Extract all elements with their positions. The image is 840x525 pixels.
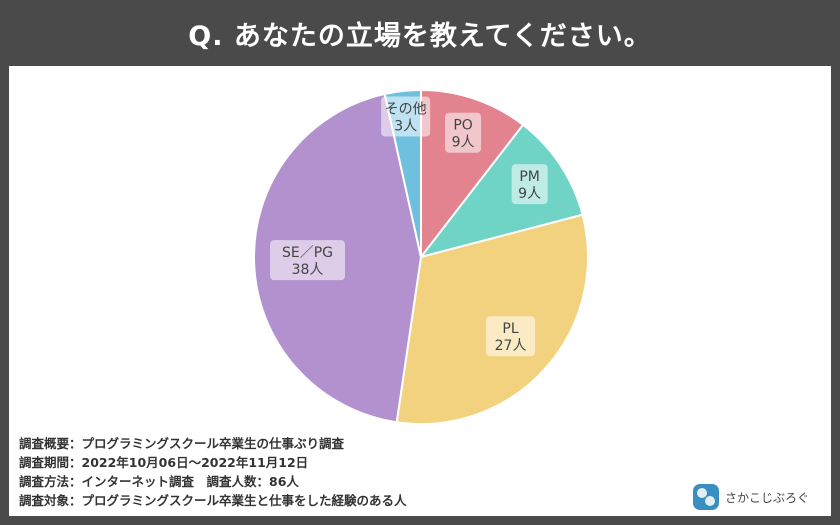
survey-overview: 調査概要：プログラミングスクール卒業生の仕事ぶり調査 — [19, 436, 345, 451]
survey-notes: 調査概要：プログラミングスクール卒業生の仕事ぶり調査 調査期間：2022年10月… — [19, 434, 407, 510]
slice-category-label: PM — [519, 169, 540, 185]
slice-value-label: 9人 — [518, 186, 541, 202]
slice-label-box — [486, 316, 536, 357]
survey-method: 調査方法：インターネット調査 調査人数：86人 — [19, 474, 299, 489]
slice-category-label: PL — [502, 321, 518, 337]
survey-target: 調査対象：プログラミングスクール卒業生と仕事をした経験のある人 — [19, 493, 407, 508]
slice-label-box — [445, 112, 482, 153]
slice-category-label: その他 — [385, 102, 427, 118]
slice-category-label: PO — [453, 118, 472, 134]
slice-label-box — [270, 240, 346, 281]
page-title: Q. あなたの立場を教えてください。 — [188, 21, 652, 52]
slice-value-label: 9人 — [452, 135, 475, 151]
slice-value-label: 27人 — [495, 338, 527, 354]
survey-period: 調査期間：2022年10月06日〜2022年11月12日 — [19, 455, 309, 470]
brand-name: さかこじぶろぐ — [725, 490, 810, 505]
pie-slice-2 — [418, 123, 584, 259]
slice-value-label: 38人 — [292, 262, 324, 278]
slice-value-label: 3人 — [394, 119, 417, 135]
brand-mark: さかこじぶろぐ — [693, 484, 809, 510]
slice-label-box — [381, 96, 431, 137]
slice-label-box — [511, 164, 548, 205]
brand-logo-icon — [693, 484, 719, 510]
chart-panel: PO 9人 PM 9人 PL 27人 SE／PG 38人 その他 3人 調査概要：プログラミングス… — [9, 66, 831, 516]
slice-category-label: SE／PG — [282, 245, 333, 261]
